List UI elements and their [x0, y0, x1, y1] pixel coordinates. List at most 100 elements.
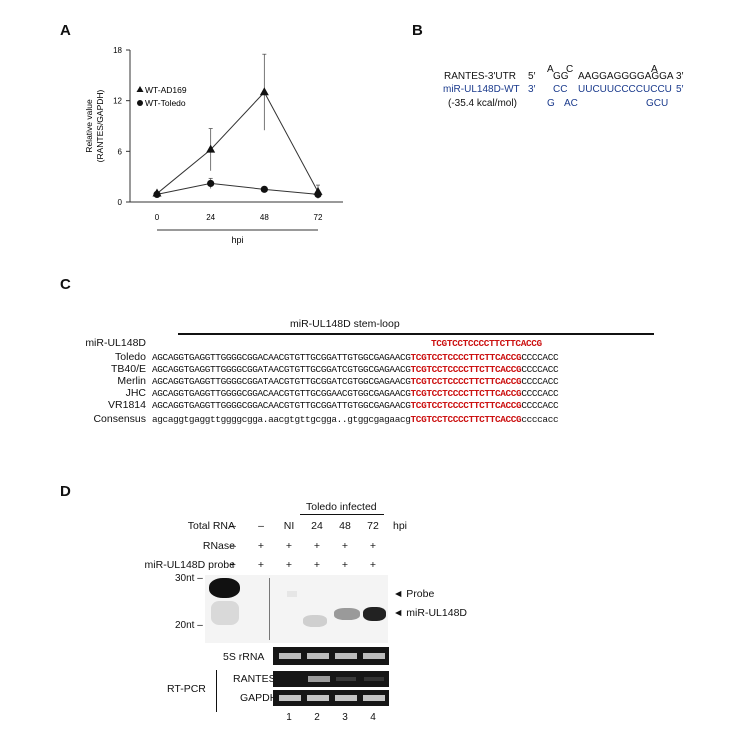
seq-pre: AGCAGGTGAGGTTGGGGCGGATAACGTGTTGCGGATCGTG…	[152, 364, 411, 375]
toledo-infected-bar	[300, 514, 384, 515]
bulge-gcu: GCU	[646, 98, 669, 109]
rantes-band-48	[336, 677, 356, 681]
probe-value: +	[285, 559, 293, 571]
lane-number-2: 2	[314, 712, 320, 723]
x-tick-label: 48	[260, 213, 269, 222]
gapdh-gel	[273, 690, 389, 706]
rantes-seq-1: GG	[553, 71, 569, 82]
rantes-label: RANTES	[233, 673, 276, 685]
rt-pcr-bracket	[216, 670, 217, 712]
probe-value: +	[257, 559, 265, 571]
legend-marker	[136, 86, 144, 92]
strain-label-vr1814: VR1814	[108, 399, 146, 411]
x-tick-label: 24	[206, 213, 215, 222]
rrna-label: 5S rRNA	[223, 651, 265, 663]
y-axis-label: Relative value	[84, 99, 94, 153]
probe-arrow-label: ◄ Probe	[393, 588, 435, 600]
total_rna-value: NI	[283, 520, 295, 532]
faint-band	[287, 591, 297, 597]
rrna-band-3	[335, 653, 357, 659]
rt-pcr-label: RT-PCR	[167, 683, 206, 695]
seq-post: CCCCACC	[521, 352, 559, 363]
seq-pre: AGCAGGTGAGGTTGGGGCGGACAACGTGTTGCGGATTGTG…	[152, 352, 411, 363]
x-tick-label: 72	[314, 213, 323, 222]
mir-5prime: 5′	[676, 84, 684, 95]
seq-row-toledo: AGCAGGTGAGGTTGGGGCGGACAACGTGTTGCGGATTGTG…	[152, 352, 559, 363]
consensus-label: Consensus	[93, 413, 146, 425]
seq-pre: AGCAGGTGAGGTTGGGGCGGATAACGTGTTGCGGATCGTG…	[152, 376, 411, 387]
mir-seq-1: CC	[553, 84, 568, 95]
probe-value: +	[313, 559, 321, 571]
total_rna-value: –	[258, 520, 264, 532]
blot-divider	[269, 578, 270, 640]
probe-row-label: miR-UL148D probe	[144, 559, 235, 571]
data-point-circle	[153, 190, 161, 198]
mir-3prime: 3′	[528, 84, 536, 95]
y-tick-label: 12	[113, 97, 122, 106]
seq-mature: TCGTCCTCCCCTTCTTCACCG	[410, 400, 522, 411]
seq-row-consensus: agcaggtgaggttggggcgga.aacgtgttgcgga..gtg…	[152, 414, 559, 425]
lane-number-3: 3	[342, 712, 348, 723]
data-point-circle	[260, 185, 268, 193]
series-line	[156, 91, 319, 194]
rnase-value: +	[285, 540, 293, 552]
stem-loop-label: miR-UL148D stem-loop	[290, 318, 400, 330]
y-axis-label: (RANTES/GAPDH)	[95, 89, 105, 162]
panel-label-d: D	[60, 483, 71, 500]
seq-post: CCCCACC	[521, 376, 559, 387]
x-axis-label: hpi	[231, 235, 243, 245]
rantes-3prime: 3′	[676, 71, 684, 82]
probe-value: +	[341, 559, 349, 571]
seq-pre: AGCAGGTGAGGTTGGGGCGGACAACGTGTTGCGGATTGTG…	[152, 400, 411, 411]
x-tick-label: 0	[155, 213, 160, 222]
marker-20nt: 20nt –	[175, 620, 203, 631]
gapdh-label: GAPDH	[240, 692, 278, 704]
rnase-value: +	[313, 540, 321, 552]
rantes-5prime: 5′	[528, 71, 536, 82]
probe-value: +	[369, 559, 377, 571]
bulge-g: G	[547, 98, 555, 109]
data-point-triangle	[206, 144, 216, 153]
y-tick-label: 18	[113, 46, 122, 55]
seq-row-tb40e: AGCAGGTGAGGTTGGGGCGGATAACGTGTTGCGGATCGTG…	[152, 364, 559, 375]
stem-loop-bar	[178, 333, 654, 335]
total_rna-value: 48	[339, 520, 351, 532]
seq-mature: TCGTCCTCCCCTTCTTCACCG	[410, 352, 522, 363]
rrna-gel	[273, 647, 389, 665]
bulge-ac: AC	[564, 98, 578, 109]
seq-post: CCCCACC	[521, 388, 559, 399]
rnase-value: –	[230, 540, 236, 552]
rantes-band-24	[308, 676, 330, 682]
data-point-circle	[207, 179, 215, 188]
legend-marker	[137, 100, 143, 106]
panel-label-c: C	[60, 276, 71, 293]
legend-label: WT-Toledo	[145, 98, 186, 108]
energy-label: (-35.4 kcal/mol)	[448, 98, 517, 109]
rrna-band-2	[307, 653, 329, 659]
toledo-infected-label: Toledo infected	[306, 501, 377, 513]
top-mark-1: A	[547, 64, 554, 75]
series-line	[156, 182, 319, 195]
line-chart: 0 6 12 18 0 24 48 72 hpi Relative value (RANTES/GA…	[84, 46, 343, 245]
top-mark-2: C	[566, 64, 574, 75]
seq-mature: TCGTCCTCCCCTTCTTCACCG	[410, 414, 522, 425]
rantes-gel	[273, 671, 389, 687]
strain-label-merlin: Merlin	[117, 375, 146, 387]
seq-post: CCCCACC	[521, 400, 559, 411]
hpi-label: hpi	[393, 520, 408, 532]
mir-seq: TCGTCCTCCCCTTCTTCACCG	[431, 338, 542, 349]
rrna-band-1	[279, 653, 301, 659]
band-24h	[303, 615, 327, 627]
seq-mature: TCGTCCTCCCCTTCTTCACCG	[410, 388, 522, 399]
gapdh-band-2	[307, 695, 329, 701]
mir-arrow-label: ◄ miR-UL148D	[393, 607, 467, 619]
seq-mature: TCGTCCTCCCCTTCTTCACCG	[410, 364, 522, 375]
seq-post: ccccacc	[521, 414, 559, 425]
y-tick-label: 6	[118, 147, 123, 156]
gapdh-band-4	[363, 695, 385, 701]
total-rna-label: Total RNA	[187, 520, 235, 532]
rnase-label: RNase	[202, 540, 235, 552]
mir-row-label: miR-UL148D	[85, 337, 146, 349]
mir-seq-2: UUCUUCCCCUCCU	[578, 84, 672, 95]
strain-label-jhc: JHC	[125, 387, 146, 399]
